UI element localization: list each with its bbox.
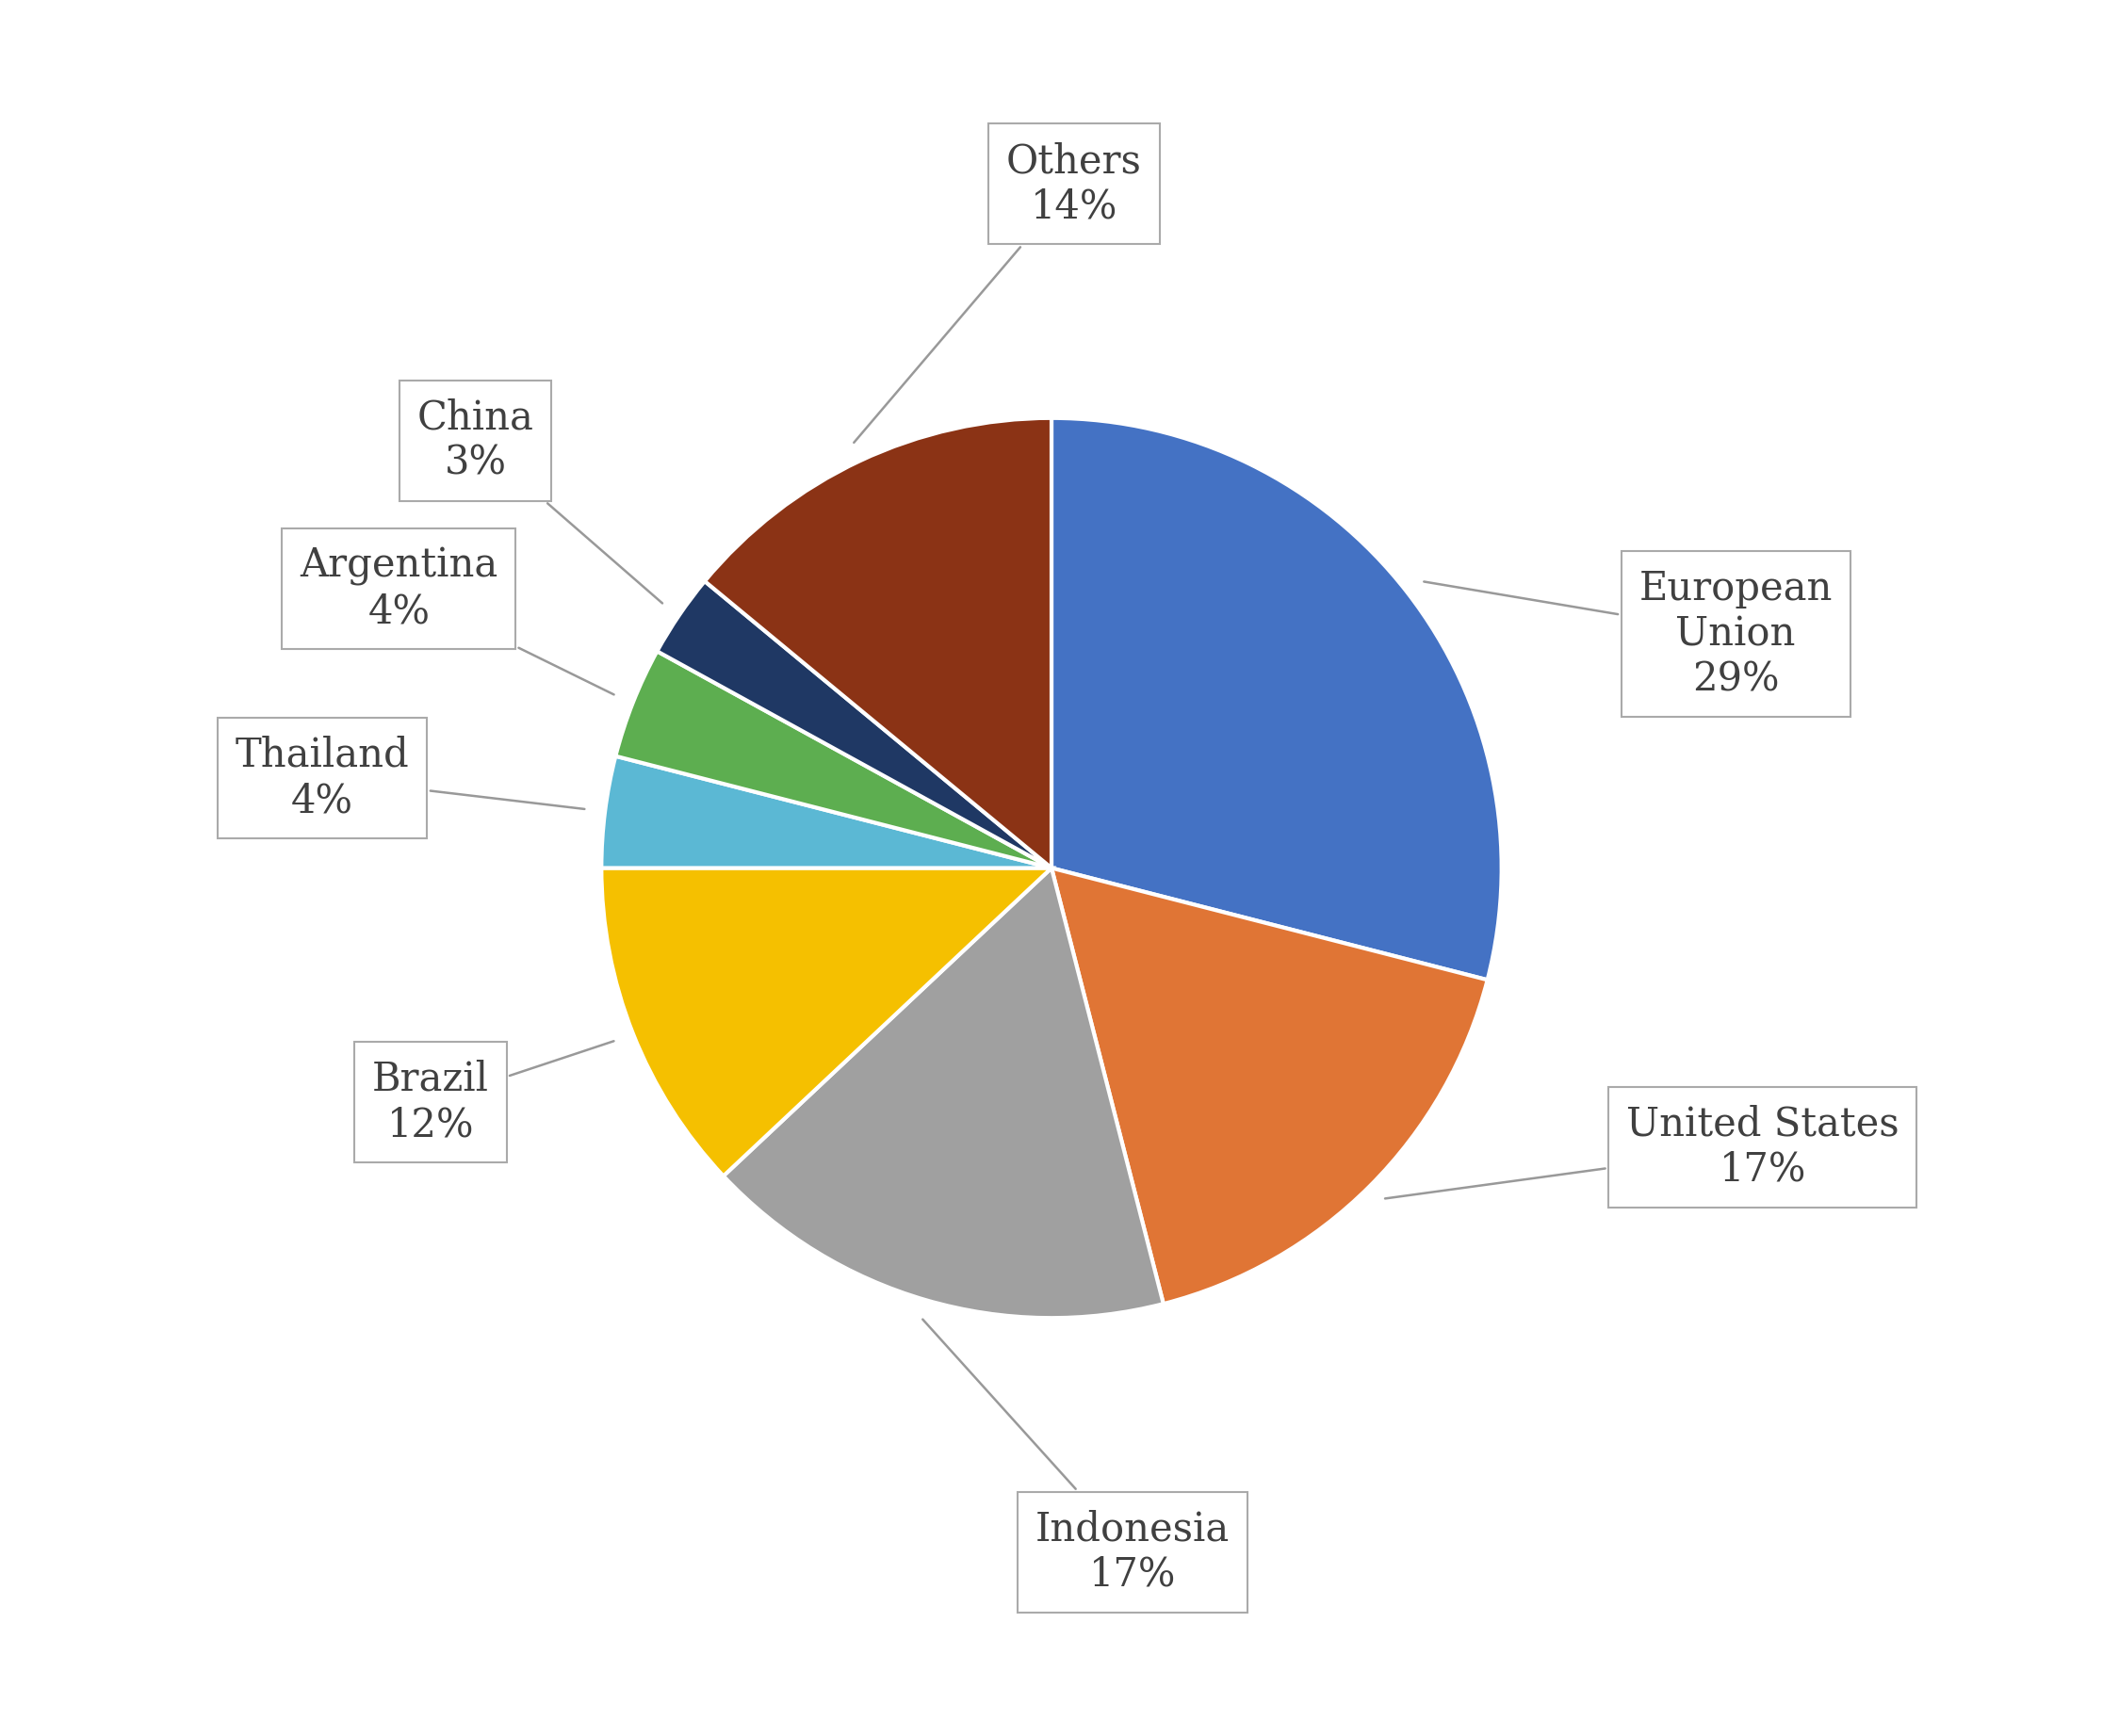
Wedge shape bbox=[616, 651, 1052, 868]
Wedge shape bbox=[601, 868, 1052, 1175]
Text: European
Union
29%: European Union 29% bbox=[1424, 568, 1832, 700]
Wedge shape bbox=[656, 582, 1052, 868]
Text: United States
17%: United States 17% bbox=[1386, 1104, 1899, 1198]
Wedge shape bbox=[1052, 418, 1502, 979]
Wedge shape bbox=[705, 418, 1052, 868]
Text: China
3%: China 3% bbox=[416, 398, 662, 602]
Wedge shape bbox=[723, 868, 1163, 1318]
Text: Others
14%: Others 14% bbox=[854, 141, 1142, 443]
Text: Thailand
4%: Thailand 4% bbox=[236, 736, 585, 821]
Text: Brazil
12%: Brazil 12% bbox=[372, 1042, 614, 1144]
Wedge shape bbox=[601, 757, 1052, 868]
Text: Indonesia
17%: Indonesia 17% bbox=[923, 1319, 1230, 1595]
Text: Argentina
4%: Argentina 4% bbox=[301, 547, 614, 694]
Wedge shape bbox=[1052, 868, 1487, 1304]
